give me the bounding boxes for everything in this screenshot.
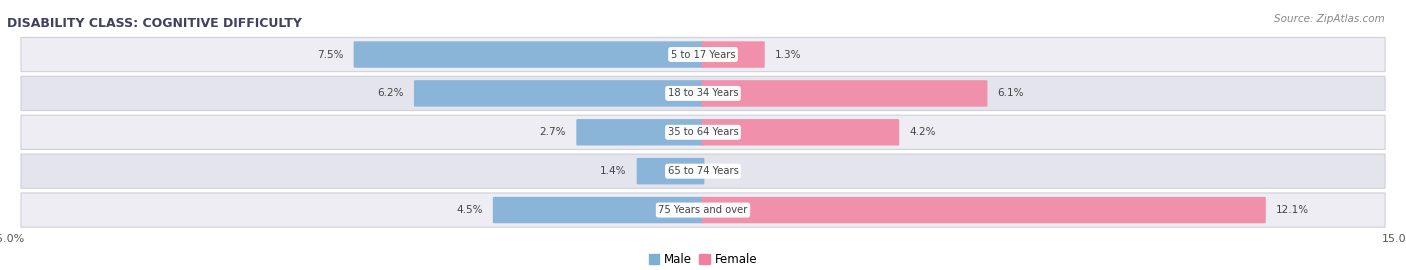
FancyBboxPatch shape	[413, 80, 704, 107]
Text: 65 to 74 Years: 65 to 74 Years	[668, 166, 738, 176]
Text: 35 to 64 Years: 35 to 64 Years	[668, 127, 738, 137]
Text: 2.7%: 2.7%	[540, 127, 567, 137]
FancyBboxPatch shape	[702, 197, 1265, 223]
FancyBboxPatch shape	[21, 76, 1385, 110]
Text: 12.1%: 12.1%	[1277, 205, 1309, 215]
Text: 1.3%: 1.3%	[775, 49, 801, 60]
FancyBboxPatch shape	[21, 154, 1385, 188]
Text: 6.2%: 6.2%	[377, 88, 404, 99]
Text: 18 to 34 Years: 18 to 34 Years	[668, 88, 738, 99]
Text: 7.5%: 7.5%	[316, 49, 343, 60]
FancyBboxPatch shape	[21, 193, 1385, 227]
Text: DISABILITY CLASS: COGNITIVE DIFFICULTY: DISABILITY CLASS: COGNITIVE DIFFICULTY	[7, 17, 302, 30]
Text: 5 to 17 Years: 5 to 17 Years	[671, 49, 735, 60]
FancyBboxPatch shape	[576, 119, 704, 146]
Text: 4.2%: 4.2%	[910, 127, 936, 137]
FancyBboxPatch shape	[21, 38, 1385, 72]
Legend: Male, Female: Male, Female	[648, 253, 758, 266]
Text: Source: ZipAtlas.com: Source: ZipAtlas.com	[1274, 14, 1385, 23]
FancyBboxPatch shape	[354, 41, 704, 68]
FancyBboxPatch shape	[21, 115, 1385, 149]
FancyBboxPatch shape	[702, 41, 765, 68]
FancyBboxPatch shape	[702, 80, 987, 107]
Text: 0.0%: 0.0%	[714, 166, 741, 176]
Text: 1.4%: 1.4%	[600, 166, 627, 176]
Text: 6.1%: 6.1%	[998, 88, 1024, 99]
FancyBboxPatch shape	[702, 119, 900, 146]
Text: 75 Years and over: 75 Years and over	[658, 205, 748, 215]
FancyBboxPatch shape	[637, 158, 704, 184]
FancyBboxPatch shape	[494, 197, 704, 223]
Text: 4.5%: 4.5%	[456, 205, 482, 215]
